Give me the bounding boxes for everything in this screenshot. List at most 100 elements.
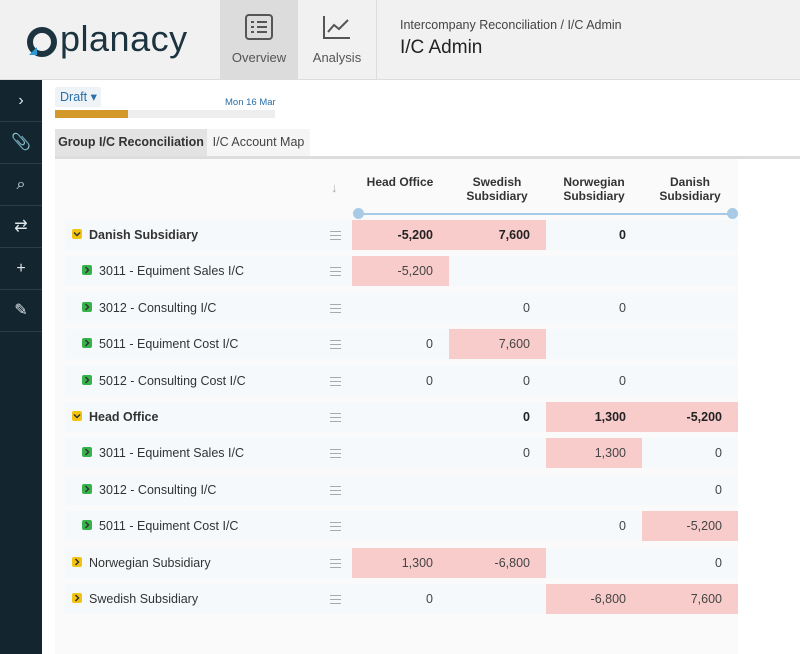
- sidebar-transfer[interactable]: ⇄: [0, 206, 42, 248]
- date: Mon 16 Mar: [225, 97, 276, 108]
- column-header: Norwegian Subsidiary: [563, 175, 625, 203]
- value-cell: -5,200: [642, 511, 738, 542]
- value-cell: 7,600: [642, 584, 738, 614]
- expand-toggle[interactable]: [82, 483, 92, 494]
- timeline: [358, 213, 732, 215]
- value-cell: 1,300: [546, 402, 642, 432]
- timeline-dot: [353, 208, 364, 219]
- value-cell: -5,200: [642, 402, 738, 432]
- row-label: 5011 - Equiment Cost I/C: [99, 519, 239, 534]
- row-menu[interactable]: [330, 595, 341, 604]
- value-cell: 0: [523, 410, 530, 424]
- expand-toggle[interactable]: [72, 556, 82, 567]
- value-cell: 0: [523, 373, 530, 388]
- expand-toggle[interactable]: [82, 447, 92, 458]
- expand-toggle[interactable]: [82, 338, 92, 349]
- value-cell: 1,300: [546, 438, 642, 469]
- row-label: Norwegian Subsidiary: [89, 555, 211, 570]
- sidebar-add[interactable]: +: [0, 248, 42, 290]
- logo: planacy: [60, 18, 188, 59]
- tab-underline: [55, 156, 800, 159]
- value-cell: -6,800: [546, 584, 642, 614]
- row-label: 5011 - Equiment Cost I/C: [99, 337, 239, 352]
- column-header: Swedish Subsidiary: [466, 175, 528, 203]
- header: planacy Overview Analysis Intercompany R…: [0, 0, 800, 80]
- breadcrumb: Intercompany Reconciliation / I/C Admin: [400, 18, 622, 32]
- value-cell: 0: [523, 300, 530, 315]
- expand-toggle[interactable]: [82, 520, 92, 531]
- progress-track: [55, 110, 275, 118]
- sidebar: › 📎 ⌕ ⇄ + ✎: [0, 80, 42, 654]
- status-dropdown[interactable]: Draft ▾: [55, 87, 101, 107]
- value-cell: -5,200: [352, 256, 449, 287]
- row-label: Head Office: [89, 410, 159, 424]
- logo-mark: [27, 27, 57, 57]
- value-cell: 0: [619, 228, 626, 242]
- value-cell: 1,300: [352, 547, 449, 578]
- row-menu[interactable]: [330, 522, 341, 532]
- row-menu[interactable]: [330, 449, 341, 459]
- row-label: 3011 - Equiment Sales I/C: [99, 446, 244, 461]
- value-cell: 0: [426, 373, 433, 388]
- nav-analysis[interactable]: Analysis: [298, 0, 376, 80]
- value-cell: 7,600: [449, 329, 546, 360]
- value-cell: 0: [715, 446, 722, 461]
- row-menu[interactable]: [330, 485, 341, 495]
- row: [65, 329, 738, 360]
- value-cell: 0: [619, 373, 626, 388]
- tab[interactable]: I/C Account Map: [207, 129, 310, 156]
- expand-toggle[interactable]: [72, 411, 82, 421]
- nav-label: Analysis: [312, 50, 362, 65]
- row-menu[interactable]: [330, 231, 341, 240]
- value-cell: 0: [523, 446, 530, 461]
- value-cell: 0: [619, 519, 626, 534]
- row-menu[interactable]: [330, 267, 341, 277]
- value-cell: 0: [426, 337, 433, 352]
- row-menu[interactable]: [330, 303, 341, 313]
- sidebar-attach[interactable]: 📎: [0, 122, 42, 164]
- expand-toggle[interactable]: [72, 229, 82, 239]
- row-label: Swedish Subsidiary: [89, 592, 199, 606]
- value-cell: -6,800: [449, 547, 546, 578]
- row-menu[interactable]: [330, 413, 341, 422]
- value-cell: 0: [715, 555, 722, 570]
- page-title: I/C Admin: [400, 37, 483, 58]
- value-cell: 0: [426, 592, 433, 606]
- sort-arrow[interactable]: ↓: [331, 180, 338, 195]
- expand-toggle[interactable]: [72, 593, 82, 603]
- row-label: 3012 - Consulting I/C: [99, 300, 217, 315]
- row-menu[interactable]: [330, 340, 341, 350]
- expand-toggle[interactable]: [82, 374, 92, 385]
- sidebar-edit[interactable]: ✎: [0, 290, 42, 332]
- row-label: 3012 - Consulting I/C: [99, 482, 217, 497]
- value-cell: -5,200: [352, 220, 449, 250]
- column-header: Head Office: [366, 175, 434, 189]
- overview-icon: [245, 14, 273, 40]
- divider: [376, 0, 377, 80]
- analysis-icon: [323, 16, 350, 39]
- sidebar-search[interactable]: ⌕: [0, 164, 42, 206]
- row-menu[interactable]: [330, 558, 341, 568]
- progress-bar: [55, 110, 128, 118]
- status: Draft: [60, 90, 88, 104]
- row-label: 3011 - Equiment Sales I/C: [99, 264, 244, 279]
- sidebar-expand[interactable]: ›: [0, 80, 42, 122]
- nav-label: Overview: [231, 50, 287, 65]
- timeline-dot: [727, 208, 738, 219]
- row: [65, 474, 738, 505]
- value-cell: 0: [715, 482, 722, 497]
- column-header: Danish Subsidiary: [659, 175, 721, 203]
- row: [65, 511, 738, 542]
- row: [65, 292, 738, 323]
- row-label: Danish Subsidiary: [89, 228, 199, 242]
- row-label: 5012 - Consulting Cost I/C: [99, 373, 246, 388]
- row-menu[interactable]: [330, 376, 341, 386]
- expand-toggle[interactable]: [82, 265, 92, 276]
- value-cell: 0: [619, 300, 626, 315]
- row: [65, 365, 738, 396]
- value-cell: 7,600: [449, 220, 546, 250]
- nav-overview[interactable]: Overview: [220, 0, 298, 80]
- tab-active[interactable]: Group I/C Reconciliation: [55, 129, 207, 156]
- expand-toggle[interactable]: [82, 301, 92, 312]
